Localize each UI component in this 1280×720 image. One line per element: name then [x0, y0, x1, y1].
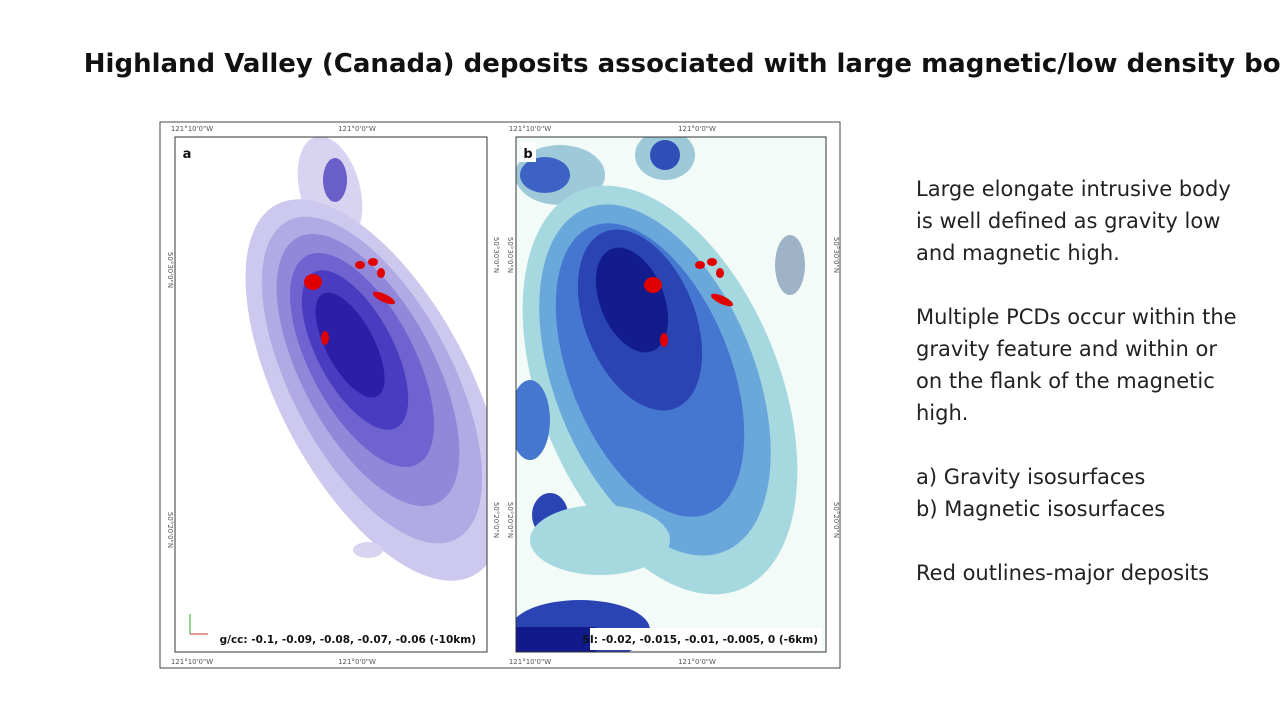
coord-label: 50°20'0"N — [506, 502, 514, 538]
coord-label: 121°10'0"W — [509, 658, 551, 666]
coord-label: 50°20'0"N — [166, 512, 174, 548]
coord-label: 121°10'0"W — [171, 658, 213, 666]
note-line: on the flank of the magnetic — [916, 369, 1215, 393]
coord-label: 50°30'0"N — [832, 237, 840, 273]
coord-label: 121°10'0"W — [171, 125, 213, 133]
note-line: Multiple PCDs occur within the — [916, 305, 1237, 329]
panel-frame — [515, 136, 827, 653]
note-line: and magnetic high. — [916, 241, 1120, 265]
coord-label: 50°20'0"N — [832, 502, 840, 538]
note-line: Red outlines-major deposits — [916, 561, 1209, 585]
legend-bg — [590, 628, 822, 650]
coord-label: 50°20'0"N — [492, 502, 500, 538]
note-line: high. — [916, 401, 968, 425]
coord-label: 50°30'0"N — [506, 237, 514, 273]
legend-bg — [240, 628, 480, 650]
note-line: is well defined as gravity low — [916, 209, 1220, 233]
gravity-map — [175, 137, 487, 652]
panel-label-bg — [520, 142, 536, 162]
panel-frame — [174, 136, 488, 653]
panel-label: b — [523, 147, 532, 162]
panel-legend: SI: -0.02, -0.015, -0.01, -0.005, 0 (-6k… — [582, 634, 818, 646]
slide-title: Highland Valley (Canada) deposits associ… — [84, 49, 1280, 79]
panel-legend: g/cc: -0.1, -0.09, -0.08, -0.07, -0.06 (… — [220, 634, 476, 646]
coord-label: 121°0'0"W — [678, 125, 716, 133]
note-line: Large elongate intrusive body — [916, 177, 1231, 201]
coord-label: 121°0'0"W — [338, 658, 376, 666]
note-line: a) Gravity isosurfaces — [916, 465, 1145, 489]
panel-label-bg — [179, 142, 195, 162]
magnetic-map — [516, 137, 826, 652]
coord-label: 50°30'0"N — [166, 252, 174, 288]
note-line: gravity feature and within or — [916, 337, 1217, 361]
coord-label: 121°0'0"W — [338, 125, 376, 133]
coord-label: 50°30'0"N — [492, 237, 500, 273]
panel-label: a — [183, 147, 192, 162]
note-line: b) Magnetic isosurfaces — [916, 497, 1165, 521]
coord-label: 121°0'0"W — [678, 658, 716, 666]
coord-label: 121°10'0"W — [509, 125, 551, 133]
